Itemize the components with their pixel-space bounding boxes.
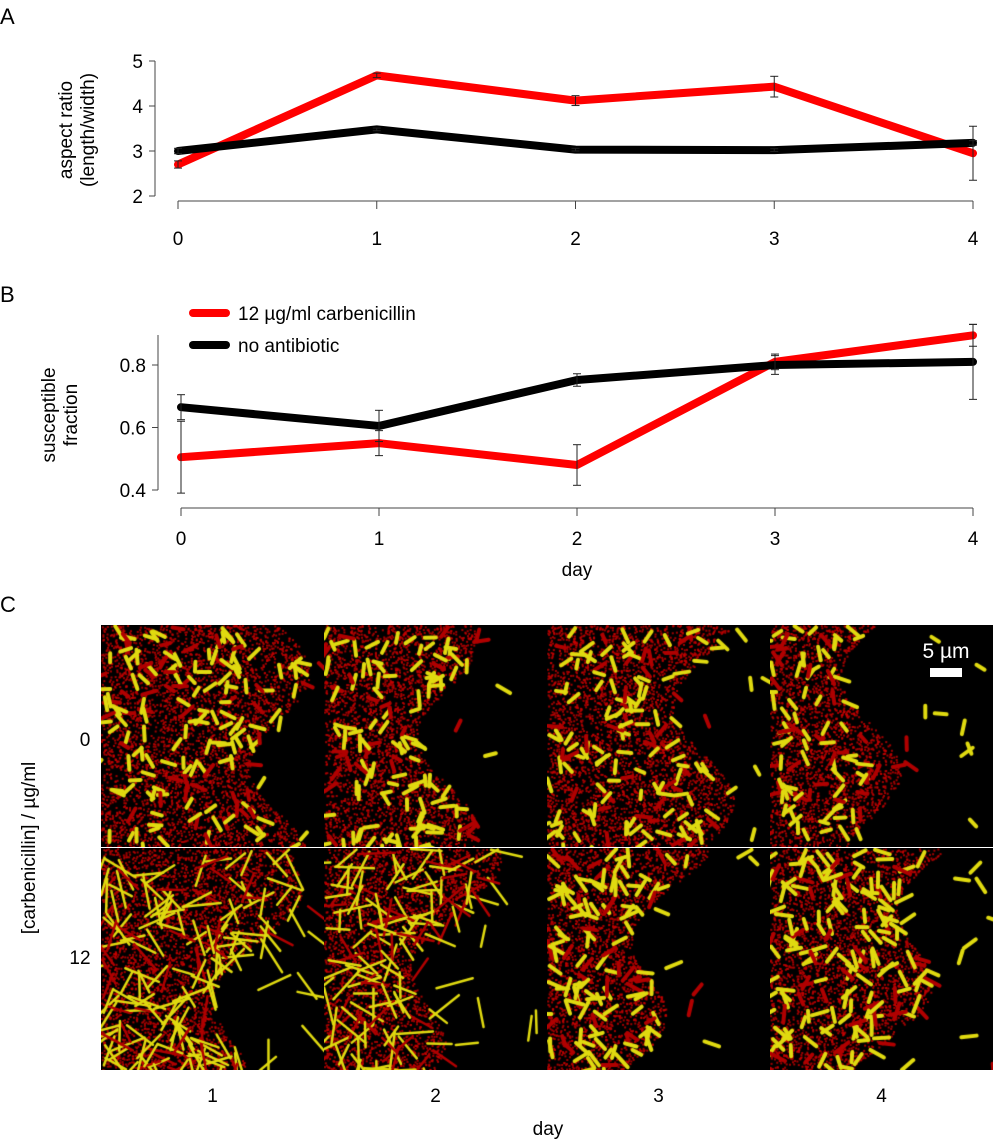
series-line-no-antibiotic — [177, 357, 977, 430]
scale-bar-label: 5 µm — [922, 640, 970, 663]
micrograph-image — [770, 625, 993, 847]
y-axis-label: susceptible fraction — [39, 367, 82, 462]
x-axis-label: day — [562, 560, 593, 581]
x-tick-label: 1 — [371, 229, 382, 250]
x-tick-label: 3 — [770, 529, 781, 550]
col-label-1: 1 — [207, 1086, 218, 1107]
aspect-ratio-chart: 2 3 4 5 0 1 2 3 4 aspect ratio (length/width) — [56, 52, 979, 250]
col-label-4: 4 — [876, 1086, 887, 1107]
row-label-12: 12 — [69, 948, 91, 969]
x-tick-label: 1 — [374, 529, 385, 550]
micrograph-conc-0-day-4 — [770, 625, 993, 847]
y-tick-label: 2 — [132, 187, 143, 208]
panel-label-b: B — [0, 282, 15, 307]
y-axis-label-line: fraction — [61, 384, 82, 446]
y-axis-label: aspect ratio (length/width) — [56, 73, 99, 187]
col-label-2: 2 — [430, 1086, 441, 1107]
y-tick-label: 0.6 — [120, 419, 146, 440]
y-tick-label: 3 — [132, 142, 143, 163]
y-tick-label: 5 — [132, 52, 143, 73]
micrograph-conc-12-day-1 — [101, 848, 324, 1070]
row-label-0: 0 — [79, 730, 91, 751]
x-tick-label: 0 — [176, 529, 187, 550]
micrograph-image — [324, 625, 547, 847]
y-tick-label: 0.4 — [120, 481, 147, 502]
legend-label: 12 µg/ml carbenicillin — [238, 304, 416, 325]
micrograph-xlabel: day — [532, 1119, 564, 1140]
panel-label-c: C — [0, 592, 16, 617]
micrograph-image — [547, 625, 770, 847]
susceptible-fraction-chart: 0.4 0.6 0.8 0 1 2 3 4 susceptible fraction day 12 µ… — [39, 304, 979, 581]
scale-bar-line — [930, 668, 962, 677]
micrograph-image — [770, 848, 993, 1070]
y-axis-label-line: aspect ratio — [56, 81, 77, 179]
y-axis-label-line: susceptible — [39, 367, 60, 462]
x-tick-label: 0 — [173, 229, 184, 250]
col-label-3: 3 — [653, 1086, 664, 1107]
x-tick-label: 4 — [968, 529, 979, 550]
x-tick-label: 4 — [968, 229, 979, 250]
micrograph-conc-0-day-1 — [101, 625, 324, 847]
series-line-no-antibiotic — [174, 125, 977, 155]
micrograph-image — [101, 848, 324, 1070]
legend-label: no antibiotic — [238, 336, 339, 357]
micrograph-image — [101, 625, 324, 847]
micrograph-image — [324, 848, 547, 1070]
micrograph-conc-12-day-3 — [547, 848, 770, 1070]
micrograph-conc-12-day-2 — [324, 848, 547, 1070]
y-axis-label-line: (length/width) — [78, 73, 99, 187]
micrograph-conc-12-day-4 — [770, 848, 993, 1070]
panel-label-a: A — [0, 4, 15, 29]
x-tick-label: 2 — [572, 529, 583, 550]
micrograph-conc-0-day-2 — [324, 625, 547, 847]
x-tick-label: 2 — [570, 229, 581, 250]
micrograph-ylabel: [carbenicillin] / µg/ml — [19, 761, 40, 935]
y-tick-label: 0.8 — [120, 356, 146, 377]
micrograph-image — [547, 848, 770, 1070]
y-tick-label: 4 — [132, 97, 143, 118]
micrograph-conc-0-day-3 — [547, 625, 770, 847]
scale-bar: 5 µm — [916, 640, 976, 677]
x-tick-label: 3 — [769, 229, 780, 250]
